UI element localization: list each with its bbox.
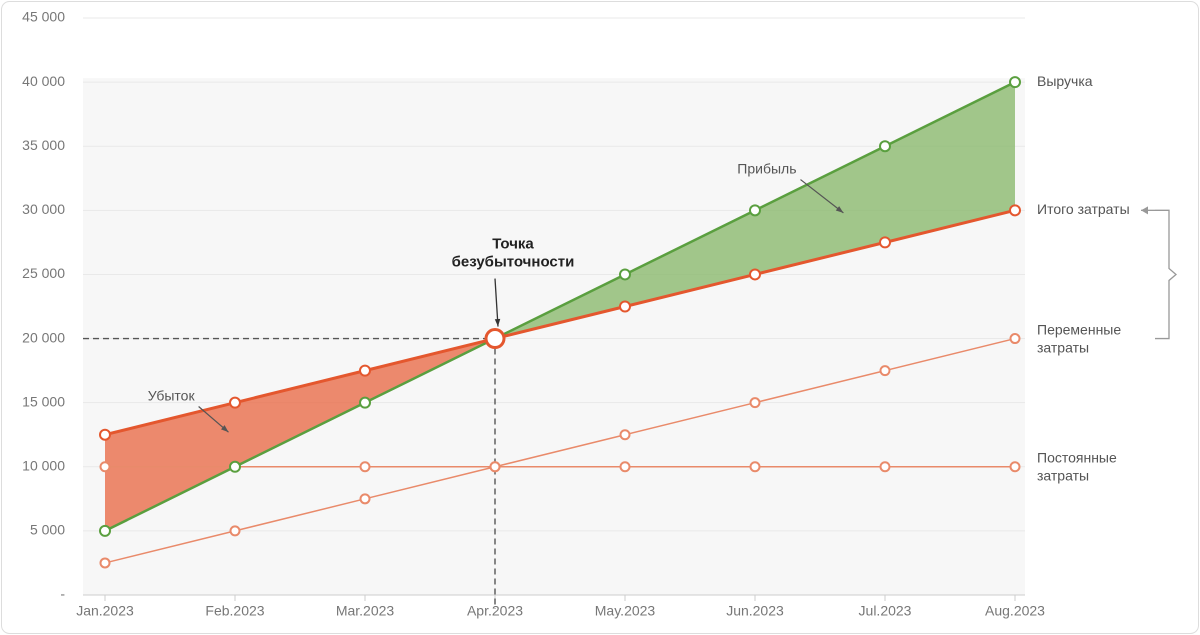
bep-label-1: Точка bbox=[492, 236, 534, 253]
total-costs-marker bbox=[230, 398, 240, 408]
x-tick-label: Jul.2023 bbox=[859, 602, 912, 618]
revenue-label: Выручка bbox=[1037, 73, 1093, 89]
y-tick-label: - bbox=[60, 586, 65, 602]
revenue-marker bbox=[1010, 77, 1020, 87]
total-costs-marker bbox=[360, 366, 370, 376]
y-tick-label: 5 000 bbox=[30, 522, 65, 538]
fixed-costs-label-1: Постоянные bbox=[1037, 449, 1117, 465]
y-tick-label: 15 000 bbox=[22, 393, 65, 409]
revenue-marker bbox=[620, 269, 630, 279]
y-tick-label: 35 000 bbox=[22, 137, 65, 153]
total-costs-marker bbox=[100, 430, 110, 440]
variable-costs-marker bbox=[231, 526, 240, 535]
fixed-costs-marker bbox=[881, 462, 890, 471]
variable-costs-marker bbox=[361, 494, 370, 503]
x-tick-label: Apr.2023 bbox=[467, 602, 523, 618]
variable-costs-marker bbox=[101, 558, 110, 567]
x-tick-label: Aug.2023 bbox=[985, 602, 1045, 618]
variable-costs-marker bbox=[491, 462, 500, 471]
y-tick-label: 20 000 bbox=[22, 329, 65, 345]
x-tick-label: Jun.2023 bbox=[726, 602, 784, 618]
total-costs-marker bbox=[1010, 205, 1020, 215]
variable-costs-marker bbox=[881, 366, 890, 375]
y-tick-label: 40 000 bbox=[22, 73, 65, 89]
x-tick-label: Jan.2023 bbox=[76, 602, 134, 618]
breakeven-chart: - 5 000 10 000 15 000 20 000 25 000 30 000 35 0… bbox=[0, 0, 1200, 635]
total-costs-marker bbox=[750, 269, 760, 279]
revenue-marker bbox=[880, 141, 890, 151]
revenue-marker bbox=[750, 205, 760, 215]
x-tick-label: Feb.2023 bbox=[205, 602, 264, 618]
variable-costs-marker bbox=[751, 398, 760, 407]
revenue-marker bbox=[230, 462, 240, 472]
profit-label: Прибыль bbox=[737, 161, 796, 177]
bep-label-2: безубыточности bbox=[452, 254, 575, 271]
fixed-costs-marker bbox=[621, 462, 630, 471]
x-tick-label: Mar.2023 bbox=[336, 602, 395, 618]
loss-label: Убыток bbox=[148, 388, 196, 404]
y-tick-label: 25 000 bbox=[22, 265, 65, 281]
bep-marker bbox=[486, 330, 504, 348]
y-tick-label: 45 000 bbox=[22, 9, 65, 25]
revenue-marker bbox=[100, 526, 110, 536]
total-costs-marker bbox=[880, 237, 890, 247]
variable-costs-label-2: затраты bbox=[1037, 339, 1089, 355]
variable-costs-marker bbox=[621, 430, 630, 439]
fixed-costs-label-2: затраты bbox=[1037, 467, 1089, 483]
x-tick-label: May.2023 bbox=[595, 602, 656, 618]
total-costs-label: Итого затраты bbox=[1037, 201, 1130, 217]
y-tick-label: 10 000 bbox=[22, 457, 65, 473]
variable-costs-marker bbox=[1011, 334, 1020, 343]
fixed-costs-marker bbox=[1011, 462, 1020, 471]
fixed-costs-marker bbox=[101, 462, 110, 471]
total-costs-marker bbox=[620, 302, 630, 312]
y-tick-label: 30 000 bbox=[22, 201, 65, 217]
revenue-marker bbox=[360, 398, 370, 408]
fixed-costs-marker bbox=[361, 462, 370, 471]
fixed-costs-marker bbox=[751, 462, 760, 471]
variable-costs-label-1: Переменные bbox=[1037, 321, 1121, 337]
